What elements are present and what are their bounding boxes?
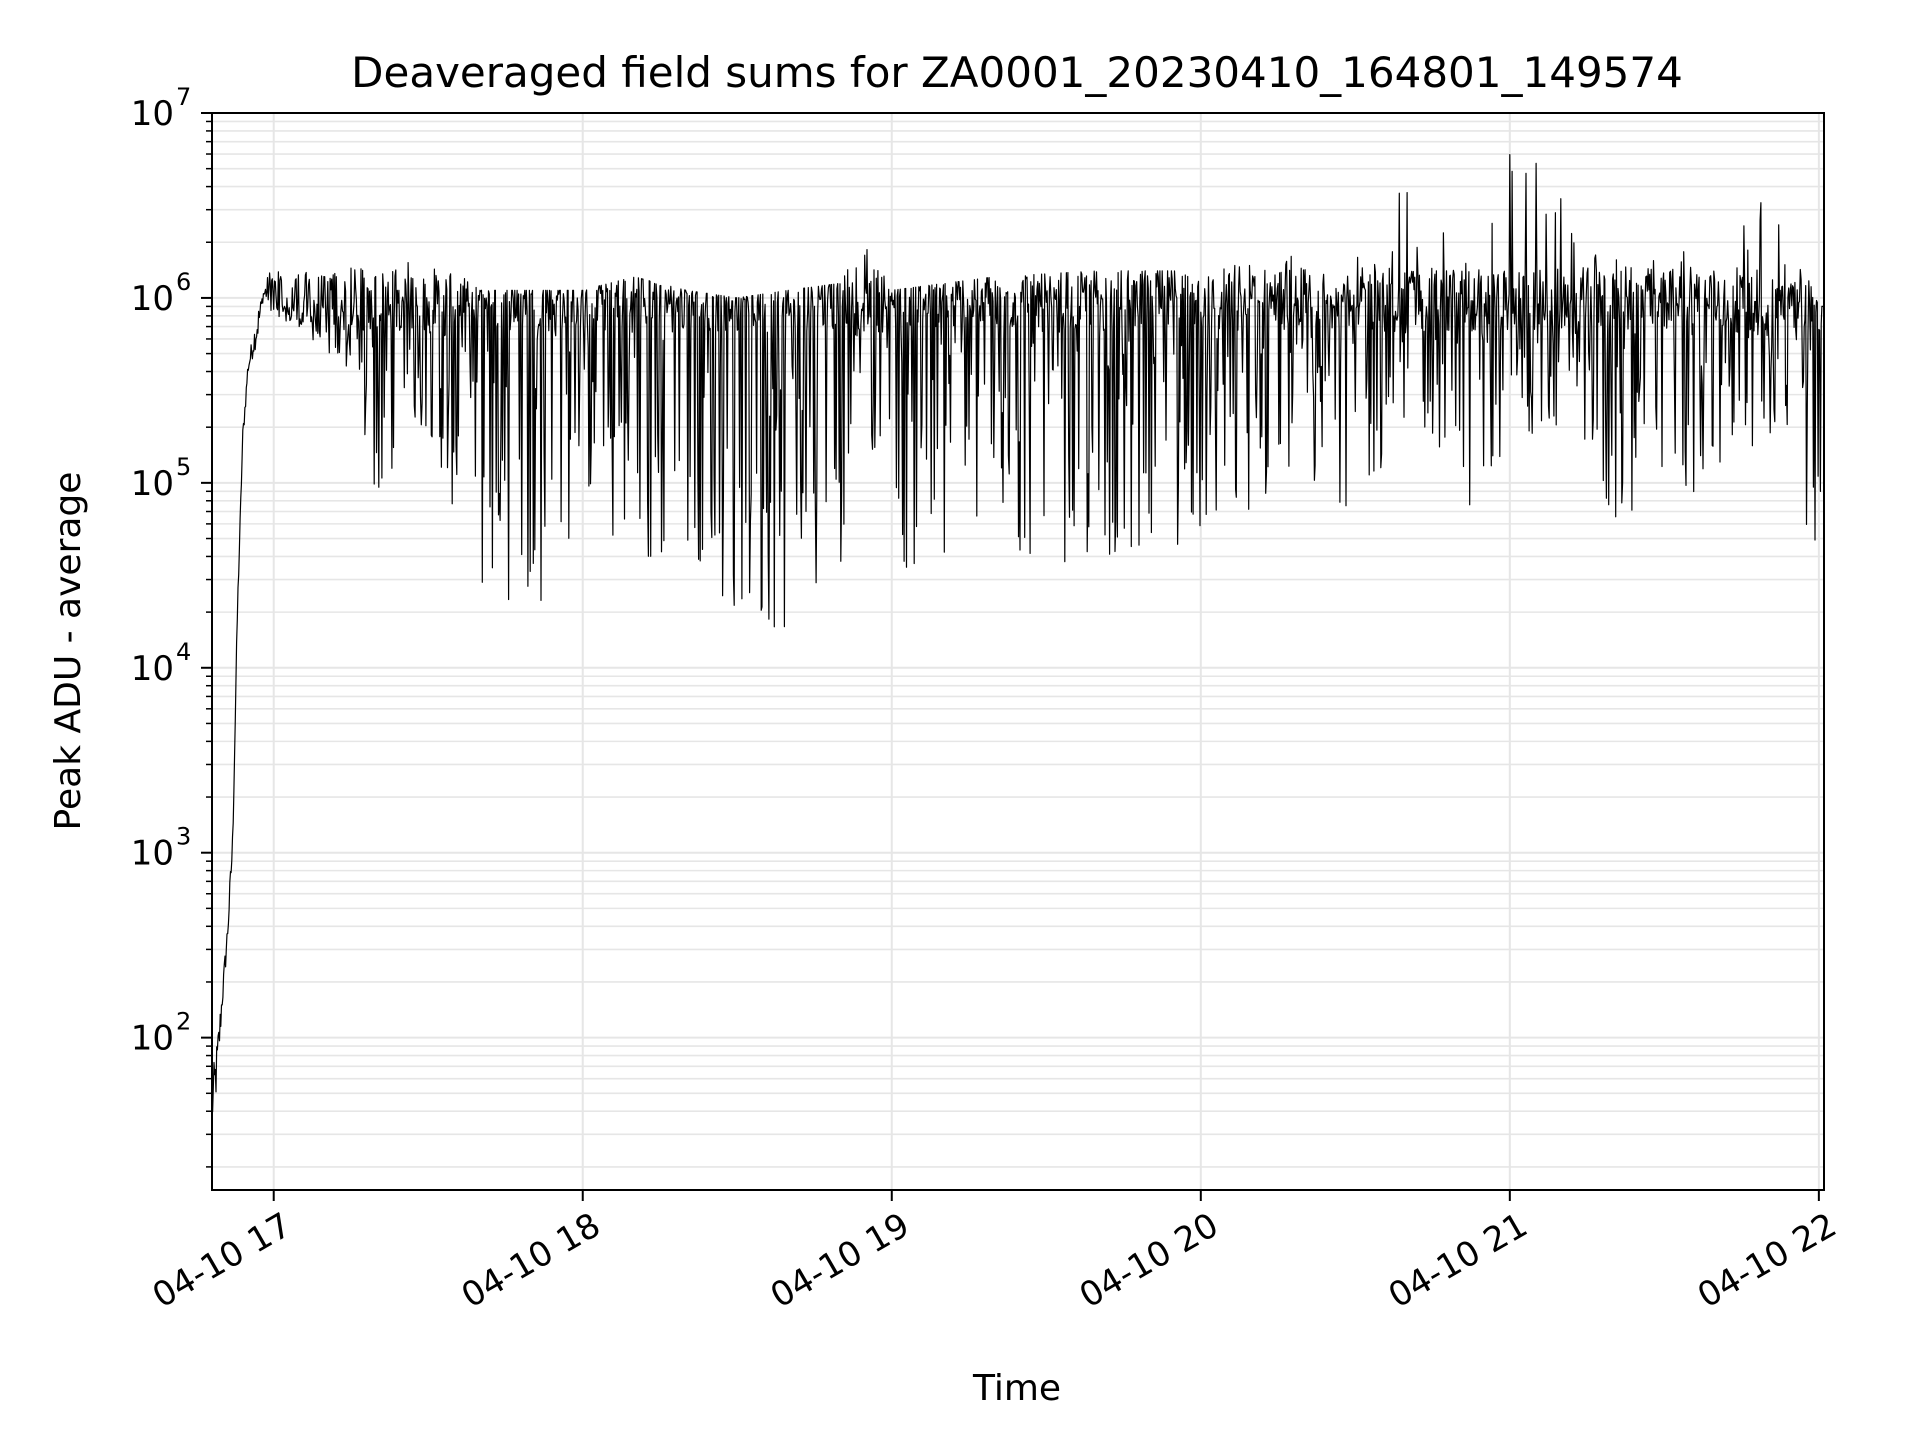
plot-area <box>211 154 1824 1113</box>
y-tick-exponent: 7 <box>176 83 191 111</box>
y-tick-exponent: 4 <box>176 638 191 666</box>
y-tick-exponent: 3 <box>176 823 191 851</box>
y-tick-label: 10 <box>131 834 174 874</box>
series-line <box>211 154 1824 1113</box>
y-tick-exponent: 2 <box>176 1008 191 1036</box>
y-tick-exponent: 6 <box>176 268 191 296</box>
y-axis-label: Peak ADU - average <box>48 472 89 831</box>
y-tick-label: 10 <box>131 1019 174 1059</box>
y-tick-label: 10 <box>131 279 174 319</box>
y-tick-label: 10 <box>131 649 174 689</box>
y-tick-exponent: 5 <box>176 453 191 481</box>
y-tick-label: 10 <box>131 464 174 504</box>
plot-frame <box>211 112 1825 1191</box>
y-tick-label: 10 <box>131 94 174 134</box>
chart-title: Deaveraged field sums for ZA0001_2023041… <box>351 48 1683 97</box>
x-axis-label: Time <box>972 1368 1061 1409</box>
